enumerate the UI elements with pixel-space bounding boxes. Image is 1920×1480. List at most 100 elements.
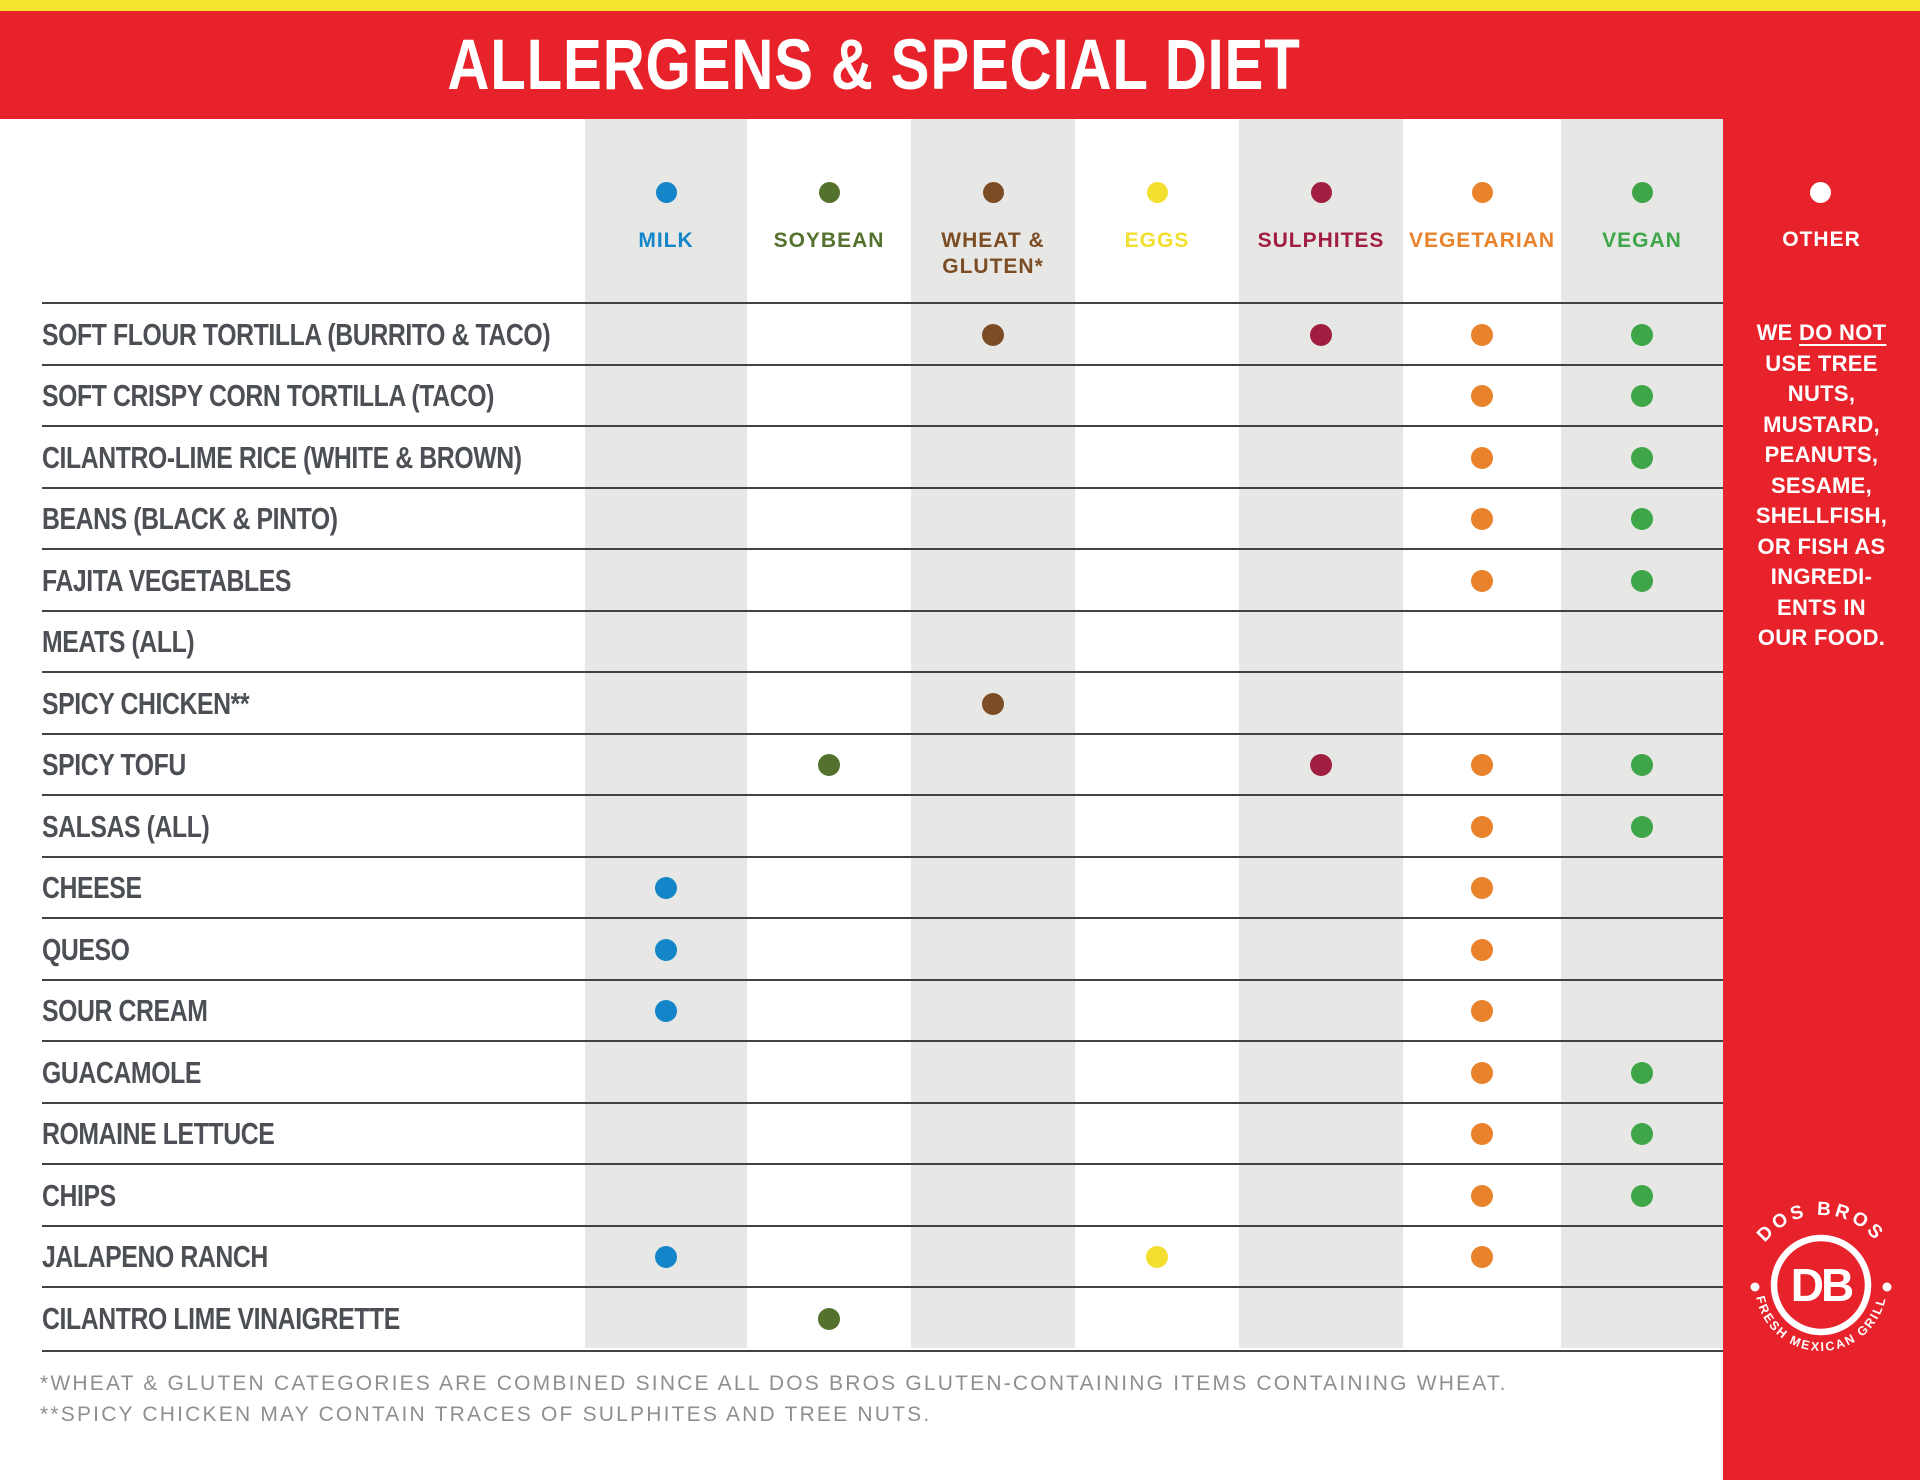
column-header-eggs: EGGS: [1124, 229, 1190, 252]
dot-vegan: [1631, 1184, 1653, 1207]
table-row: CILANTRO LIME VINAIGRETTE: [42, 1286, 1723, 1352]
dot-vegetarian: [1471, 385, 1493, 408]
dot-vegetarian: [1471, 323, 1493, 346]
row-label: MEATS (ALL): [42, 624, 195, 660]
vegan-header-dot-icon: [1631, 182, 1653, 203]
soybean-header-dot-icon: [818, 182, 840, 203]
table-row: SALSAS (ALL): [42, 794, 1723, 858]
note-line: PEANUTS,: [1764, 442, 1879, 467]
logo-monogram: DB: [1791, 1259, 1853, 1311]
dot-vegetarian: [1471, 1246, 1493, 1269]
note-line: WE DO NOT: [1756, 320, 1887, 345]
footnote-spicy-chicken: **SPICY CHICKEN MAY CONTAIN TRACES OF SU…: [40, 1403, 932, 1426]
dot-milk: [655, 938, 677, 961]
table-row: FAJITA VEGETABLES: [42, 548, 1723, 612]
dot-vegetarian: [1471, 446, 1493, 469]
row-label: QUESO: [42, 931, 130, 967]
dot-sulphites: [1310, 754, 1332, 777]
row-label: SPICY CHICKEN**: [42, 685, 250, 721]
note-line: INGREDI-: [1770, 564, 1873, 589]
footnotes: *WHEAT & GLUTEN CATEGORIES ARE COMBINED …: [40, 1368, 1508, 1430]
column-header-vegetarian: VEGETARIAN: [1408, 229, 1556, 252]
table-row: BEANS (BLACK & PINTO): [42, 486, 1723, 551]
logo-ring: [1770, 1234, 1872, 1336]
column-header-sulphites: SULPHITES: [1257, 229, 1385, 252]
row-label: GUACAMOLE: [42, 1054, 201, 1090]
dot-vegetarian: [1471, 938, 1493, 961]
row-label: CILANTRO-LIME RICE (WHITE & BROWN): [42, 439, 522, 475]
row-label: SOFT CRISPY CORN TORTILLA (TACO): [42, 378, 494, 414]
row-label: CHIPS: [42, 1177, 116, 1213]
note-line: ENTS IN: [1777, 594, 1866, 620]
row-label: CILANTRO LIME VINAIGRETTE: [42, 1300, 400, 1336]
logo-left-dot-icon: [1750, 1282, 1760, 1292]
vegetarian-header-dot-icon: [1471, 182, 1493, 203]
dot-vegetarian: [1471, 1061, 1493, 1084]
table-row: MEATS (ALL): [42, 609, 1723, 674]
row-label: JALAPENO RANCH: [42, 1239, 268, 1275]
row-label: SALSAS (ALL): [42, 808, 210, 844]
dot-vegan: [1631, 508, 1653, 531]
table-row: SOFT FLOUR TORTILLA (BURRITO & TACO): [42, 302, 1723, 366]
row-label: CHEESE: [42, 870, 142, 906]
dot-vegetarian: [1471, 508, 1493, 531]
allergen-note: WE DO NOT USE TREE NUTS, MUSTARD, PEANUTS, SE…: [1731, 318, 1912, 654]
table-row: SPICY TOFU: [42, 732, 1723, 797]
other-dot-icon: [1810, 182, 1831, 203]
dot-milk: [655, 1246, 677, 1269]
dot-vegan: [1631, 569, 1653, 592]
dot-vegan: [1631, 1061, 1653, 1084]
column-header-vegan: VEGAN: [1602, 229, 1682, 252]
column-header-wheat: WHEAT & GLUTEN*: [941, 229, 1045, 278]
dot-vegan: [1631, 323, 1653, 346]
yellow-top-strip: [0, 0, 1920, 11]
row-label: BEANS (BLACK & PINTO): [42, 501, 338, 537]
table-row: CHIPS: [42, 1163, 1723, 1227]
dot-soybean: [818, 754, 840, 777]
note-line: SHELLFISH,: [1755, 503, 1888, 528]
table-row: QUESO: [42, 917, 1723, 981]
dot-milk: [655, 1000, 677, 1023]
dot-vegetarian: [1471, 877, 1493, 900]
dot-milk: [655, 877, 677, 900]
table-row: ROMAINE LETTUCE: [42, 1101, 1723, 1166]
dot-vegan: [1631, 815, 1653, 838]
column-header-soybean: SOYBEAN: [773, 229, 885, 252]
dot-vegetarian: [1471, 1184, 1493, 1207]
note-line: OUR FOOD.: [1757, 625, 1886, 650]
dot-eggs: [1146, 1246, 1168, 1269]
dosbros-logo: DB DOS BROS FRESH MEXICAN GRILL: [1750, 1201, 1892, 1354]
note-line: USE TREE: [1765, 350, 1878, 376]
dot-wheat: [982, 323, 1004, 346]
dot-vegetarian: [1471, 754, 1493, 777]
row-label: SOFT FLOUR TORTILLA (BURRITO & TACO): [42, 316, 551, 352]
dot-sulphites: [1310, 323, 1332, 346]
dot-vegan: [1631, 754, 1653, 777]
other-column-label: OTHER: [1782, 228, 1861, 251]
table-row: GUACAMOLE: [42, 1040, 1723, 1104]
dot-wheat: [982, 692, 1004, 715]
footnote-wheat-gluten: *WHEAT & GLUTEN CATEGORIES ARE COMBINED …: [40, 1372, 1508, 1395]
dot-vegetarian: [1471, 569, 1493, 592]
table-row: CHEESE: [42, 855, 1723, 920]
sulphites-header-dot-icon: [1310, 182, 1332, 203]
row-label: SOUR CREAM: [42, 993, 208, 1029]
table-row: CILANTRO-LIME RICE (WHITE & BROWN): [42, 425, 1723, 489]
dot-vegan: [1631, 1123, 1653, 1146]
table-row: JALAPENO RANCH: [42, 1224, 1723, 1289]
dot-vegan: [1631, 385, 1653, 408]
row-label: SPICY TOFU: [42, 747, 186, 783]
dot-vegetarian: [1471, 1000, 1493, 1023]
dot-vegetarian: [1471, 1123, 1493, 1146]
dot-vegan: [1631, 446, 1653, 469]
row-label: FAJITA VEGETABLES: [42, 562, 292, 598]
table-row: SOUR CREAM: [42, 978, 1723, 1043]
page-title: ALLERGENS & SPECIAL DIET: [447, 25, 1301, 105]
note-line: MUSTARD,: [1763, 411, 1880, 437]
note-line: NUTS,: [1787, 381, 1856, 406]
dot-vegetarian: [1471, 815, 1493, 838]
row-label: ROMAINE LETTUCE: [42, 1116, 275, 1152]
dot-soybean: [818, 1307, 840, 1330]
logo-right-dot-icon: [1882, 1282, 1892, 1292]
